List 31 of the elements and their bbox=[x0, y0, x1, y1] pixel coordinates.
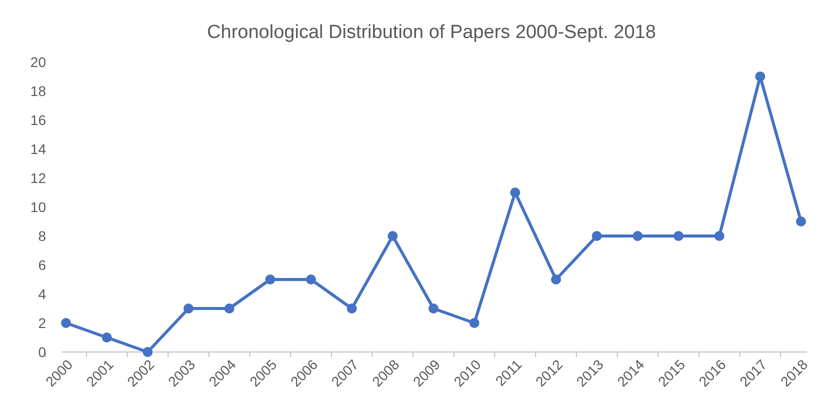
point bbox=[469, 318, 480, 328]
y-tick-label: 10 bbox=[30, 198, 46, 215]
point bbox=[346, 304, 357, 314]
point bbox=[265, 274, 276, 284]
point bbox=[632, 231, 643, 241]
point bbox=[184, 304, 194, 314]
point bbox=[592, 231, 602, 241]
point bbox=[796, 216, 806, 226]
point bbox=[61, 318, 71, 328]
point bbox=[224, 304, 234, 314]
point bbox=[755, 72, 766, 82]
point bbox=[674, 231, 684, 241]
y-tick-label: 0 bbox=[38, 344, 46, 360]
y-tick-label: 12 bbox=[30, 170, 46, 186]
point bbox=[388, 231, 398, 241]
y-tick-label: 20 bbox=[30, 54, 46, 70]
y-tick-label: 14 bbox=[30, 140, 46, 157]
y-tick-label: 18 bbox=[30, 82, 46, 99]
point bbox=[714, 231, 724, 241]
y-tick-label: 6 bbox=[38, 256, 46, 273]
y-tick-label: 2 bbox=[38, 314, 46, 331]
y-tick-label: 16 bbox=[30, 112, 46, 128]
chart-title: Chronological Distribution of Papers 2000-Sept. 2018 bbox=[207, 22, 656, 43]
point bbox=[306, 274, 316, 284]
point bbox=[428, 304, 438, 314]
point bbox=[102, 332, 112, 342]
point bbox=[510, 188, 520, 198]
point bbox=[551, 274, 561, 284]
y-tick-label: 4 bbox=[38, 286, 46, 302]
y-tick-label: 8 bbox=[38, 228, 46, 244]
point bbox=[142, 347, 153, 357]
